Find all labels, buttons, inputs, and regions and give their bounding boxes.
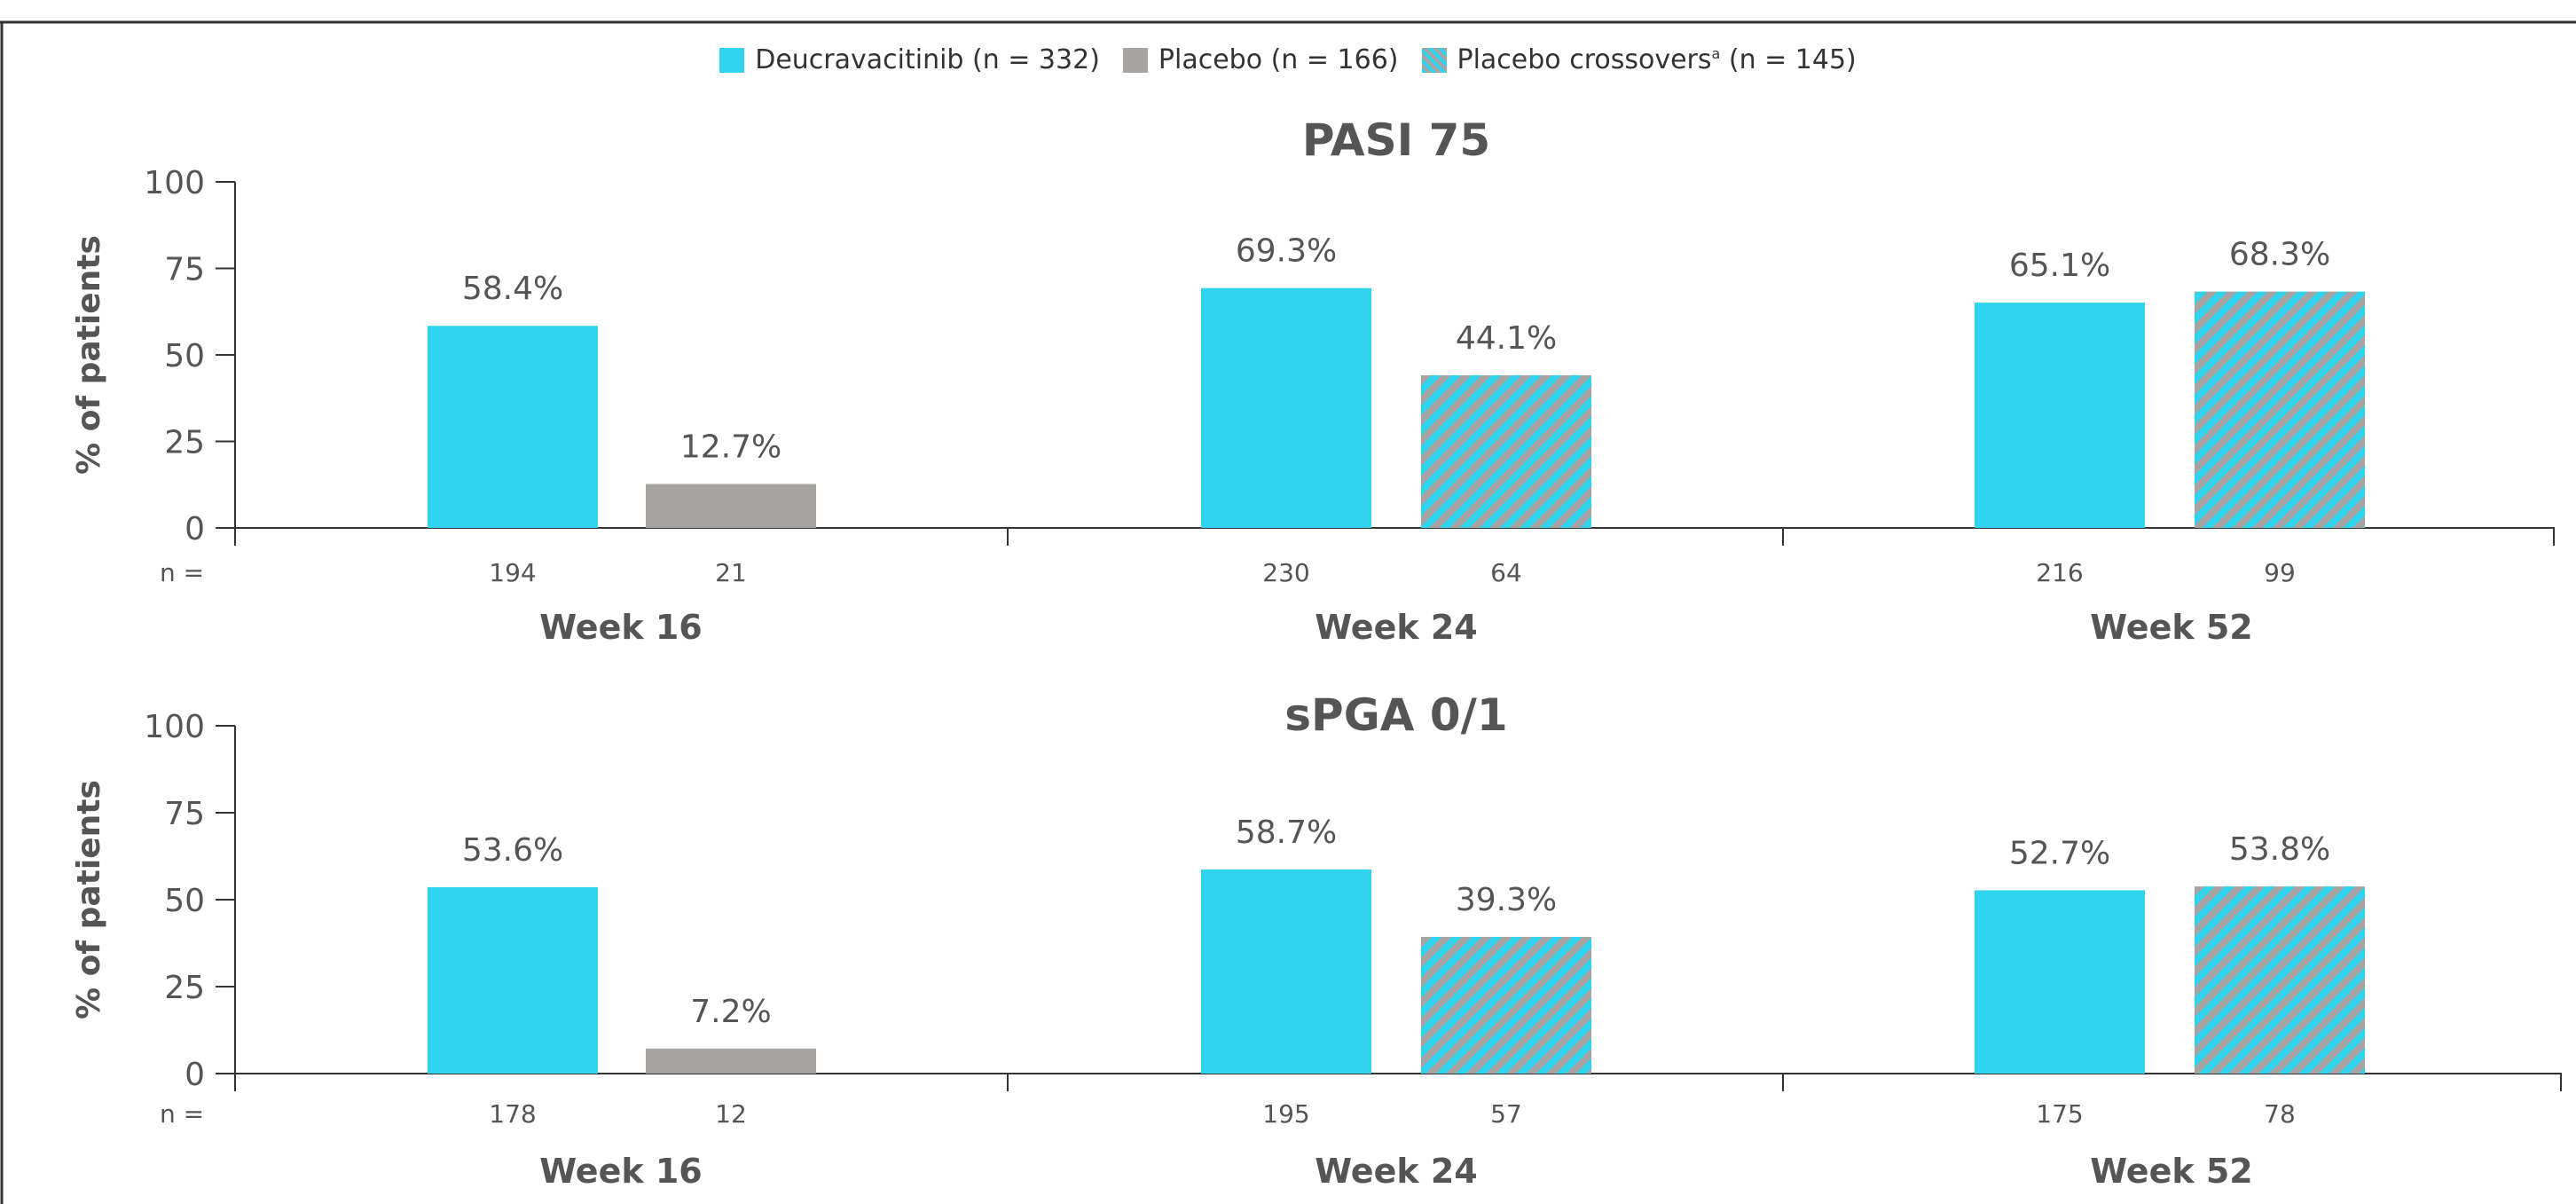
y-tick-label: 25 bbox=[164, 425, 205, 461]
bar-placebo bbox=[646, 484, 816, 528]
bar-placebo bbox=[646, 1048, 816, 1074]
n-label: n = bbox=[160, 558, 204, 587]
bar-value-label: 69.3% bbox=[1236, 233, 1337, 270]
legend-swatch-deucravacitinib bbox=[719, 47, 745, 73]
bar-deucravacitinib bbox=[1201, 869, 1371, 1074]
bar-n-label: 78 bbox=[2264, 1099, 2296, 1129]
legend-label-deucravacitinib: Deucravacitinib (n = 332) bbox=[755, 44, 1100, 75]
x-category-label: Week 24 bbox=[1315, 1152, 1478, 1191]
bar-deucravacitinib bbox=[1975, 890, 2145, 1074]
chart-title: PASI 75 bbox=[1302, 114, 1490, 166]
legend: Deucravacitinib (n = 332) Placebo (n = 1… bbox=[0, 44, 2576, 75]
bar-deucravacitinib bbox=[1975, 303, 2145, 528]
bar-deucravacitinib bbox=[1201, 287, 1371, 528]
y-tick-label: 0 bbox=[185, 511, 205, 547]
y-axis-label: % of patients bbox=[71, 235, 107, 475]
bar-value-label: 12.7% bbox=[680, 429, 781, 465]
legend-item-placebo: Placebo (n = 166) bbox=[1122, 44, 1399, 75]
legend-label-crossover-tail: (n = 145) bbox=[1720, 44, 1857, 75]
bar-crossover bbox=[2195, 291, 2365, 528]
bar-value-label: 53.8% bbox=[2229, 831, 2330, 868]
bar-value-label: 7.2% bbox=[690, 994, 771, 1030]
legend-label-crossover-main: Placebo crossovers bbox=[1457, 44, 1712, 75]
bar-n-label: 21 bbox=[715, 558, 747, 587]
n-label: n = bbox=[160, 1099, 204, 1129]
bar-n-label: 57 bbox=[1490, 1099, 1522, 1129]
bar-n-label: 175 bbox=[2036, 1099, 2083, 1129]
bar-n-label: 194 bbox=[489, 558, 536, 587]
x-category-label: Week 16 bbox=[539, 1152, 703, 1191]
legend-swatch-crossover bbox=[1421, 47, 1447, 73]
x-category-label: Week 52 bbox=[2090, 608, 2253, 647]
bar-value-label: 39.3% bbox=[1456, 882, 1557, 918]
y-tick-label: 75 bbox=[164, 796, 205, 832]
y-tick-label: 50 bbox=[164, 338, 205, 374]
y-tick-label: 75 bbox=[164, 252, 205, 288]
bar-value-label: 58.7% bbox=[1236, 814, 1337, 851]
x-category-label: Week 24 bbox=[1315, 608, 1478, 647]
bar-value-label: 44.1% bbox=[1456, 320, 1557, 357]
x-category-label: Week 52 bbox=[2090, 1152, 2253, 1191]
legend-label-crossover-sup: a bbox=[1711, 45, 1721, 62]
legend-label-crossover: Placebo crossoversa (n = 145) bbox=[1457, 44, 1857, 75]
y-tick-label: 50 bbox=[164, 883, 205, 919]
bar-n-label: 216 bbox=[2036, 558, 2083, 587]
legend-item-crossover: Placebo crossoversa (n = 145) bbox=[1421, 44, 1857, 75]
charts-root: PASI 75 % of patients 0 25 50 75 100 n = 58.4% 19… bbox=[71, 114, 2562, 1191]
bar-n-label: 195 bbox=[1262, 1099, 1309, 1129]
bar-crossover bbox=[1421, 936, 1591, 1074]
x-category-label: Week 16 bbox=[539, 608, 703, 647]
bar-value-label: 58.4% bbox=[462, 271, 563, 307]
bar-value-label: 65.1% bbox=[2009, 248, 2110, 284]
bar-value-label: 52.7% bbox=[2009, 835, 2110, 871]
bar-n-label: 64 bbox=[1490, 558, 1522, 587]
legend-label-placebo: Placebo (n = 166) bbox=[1158, 44, 1399, 75]
bar-n-label: 178 bbox=[489, 1099, 536, 1129]
bar-n-label: 12 bbox=[715, 1099, 747, 1129]
y-tick-label: 100 bbox=[144, 709, 205, 745]
chart-title: sPGA 0/1 bbox=[1284, 689, 1507, 741]
y-tick-label: 0 bbox=[185, 1057, 205, 1093]
y-tick-label: 100 bbox=[144, 165, 205, 201]
bar-n-label: 230 bbox=[1262, 558, 1309, 587]
bar-deucravacitinib bbox=[428, 886, 598, 1074]
legend-swatch-placebo bbox=[1122, 47, 1148, 73]
bar-value-label: 68.3% bbox=[2229, 237, 2330, 273]
legend-item-deucravacitinib: Deucravacitinib (n = 332) bbox=[719, 44, 1100, 75]
bar-n-label: 99 bbox=[2264, 558, 2296, 587]
y-axis-label: % of patients bbox=[71, 780, 107, 1019]
bar-crossover bbox=[2195, 886, 2365, 1074]
bar-value-label: 53.6% bbox=[462, 832, 563, 869]
y-tick-label: 25 bbox=[164, 970, 205, 1006]
bar-deucravacitinib bbox=[428, 326, 598, 528]
bar-crossover bbox=[1421, 375, 1591, 528]
